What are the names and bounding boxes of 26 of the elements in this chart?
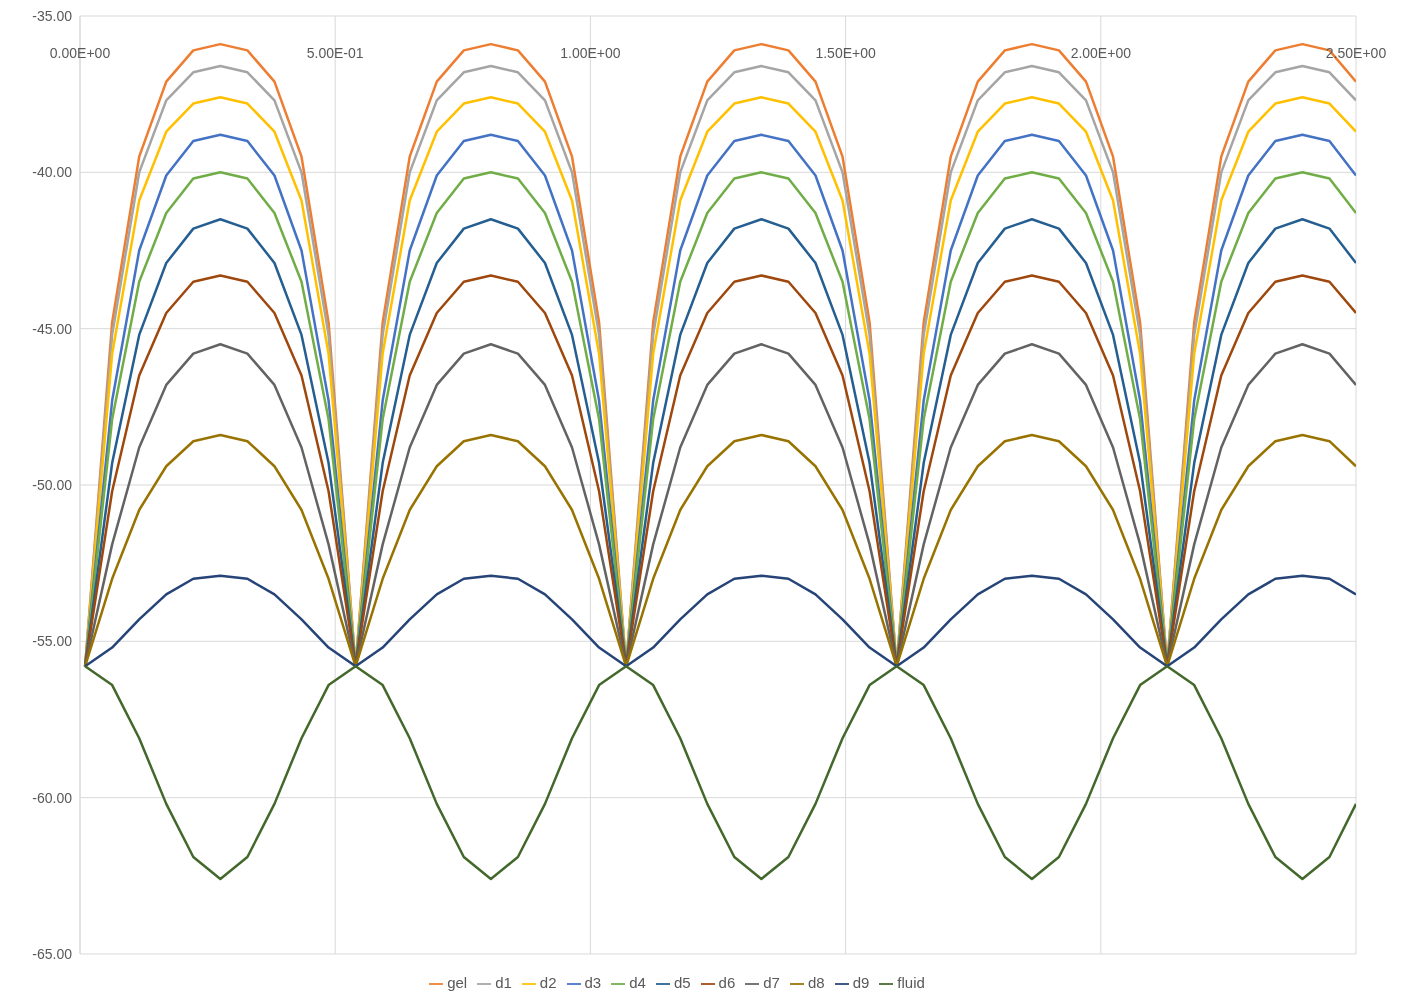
legend-label: fluid xyxy=(897,973,925,991)
y-tick-label: -40.00 xyxy=(32,164,73,181)
legend-label: d4 xyxy=(629,973,646,991)
y-tick-label: -45.00 xyxy=(32,320,73,337)
line-series xyxy=(83,574,1356,668)
x-tick-label: 1.00E+00 xyxy=(560,44,621,61)
legend-label: d2 xyxy=(539,973,557,991)
y-tick-label: -60.00 xyxy=(32,789,73,806)
y-tick-label: -55.00 xyxy=(32,633,73,650)
line-series xyxy=(83,665,1356,881)
legend-label: d9 xyxy=(852,973,870,991)
y-tick-label: -35.00 xyxy=(32,7,73,24)
x-tick-label: 1.50E+00 xyxy=(815,44,876,61)
x-tick-label: 0.00E+00 xyxy=(49,44,111,61)
x-tick-label: 2.00E+00 xyxy=(1070,44,1132,61)
legend-label: d8 xyxy=(807,973,825,991)
legend-label: d5 xyxy=(673,973,691,991)
y-tick-label: -65.00 xyxy=(32,945,73,962)
y-tick-label: -50.00 xyxy=(32,476,73,493)
legend-label: d1 xyxy=(495,973,512,991)
legend-label: gel xyxy=(447,973,468,991)
legend-label: d7 xyxy=(763,973,780,991)
legend-label: d3 xyxy=(584,973,602,991)
x-tick-label: 5.00E-01 xyxy=(306,44,364,61)
legend-label: d6 xyxy=(718,973,736,991)
line-series xyxy=(83,433,1356,668)
